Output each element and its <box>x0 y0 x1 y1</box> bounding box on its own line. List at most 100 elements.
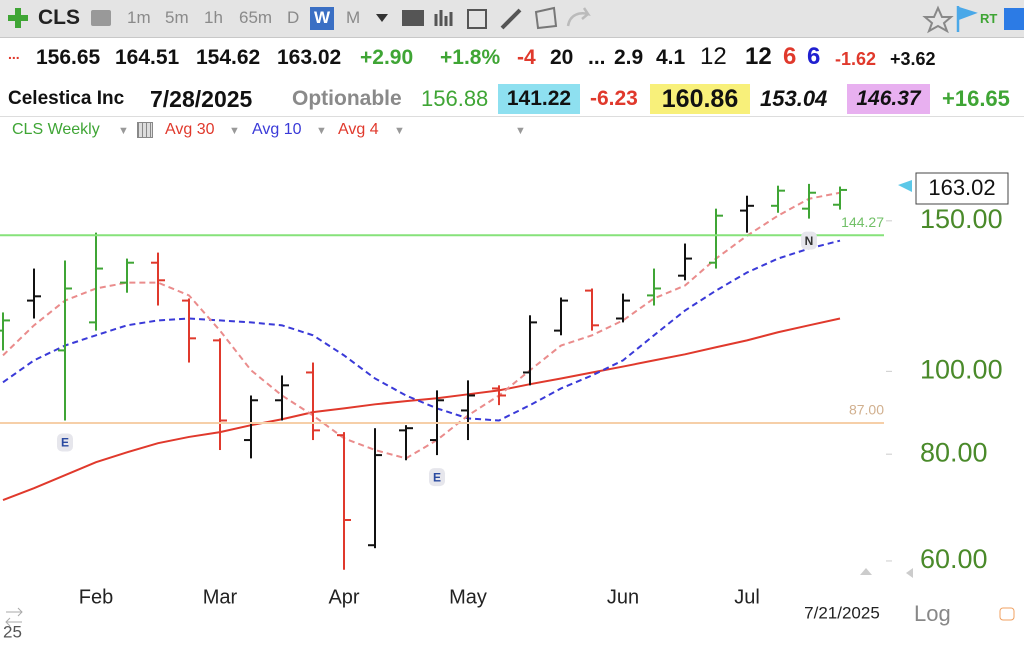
dropdown[interactable]: ▼ <box>394 125 405 137</box>
star-icon[interactable] <box>922 5 954 34</box>
ohlc-bar <box>399 425 413 461</box>
camera-icon[interactable] <box>91 10 111 26</box>
quote-field: 6 <box>783 43 797 70</box>
event-label: E <box>433 470 441 484</box>
interval[interactable]: 5m <box>165 8 189 27</box>
interval[interactable]: 1m <box>127 8 151 27</box>
pencil-icon[interactable] <box>500 8 522 30</box>
dropdown[interactable]: ▼ <box>515 125 526 137</box>
quote-field: ... <box>588 46 606 69</box>
x-tick-label: May <box>449 586 487 608</box>
company-name: Celestica Inc <box>8 88 125 109</box>
quote-field: -4 <box>517 46 536 69</box>
ohlc-bar <box>0 312 10 351</box>
price-tag: 163.02 <box>928 175 995 200</box>
ohlc-bar <box>616 293 630 323</box>
text-icon[interactable] <box>402 10 424 26</box>
ohlc-bar <box>244 395 258 459</box>
ohlc-bar <box>647 268 661 306</box>
interval[interactable]: D <box>287 8 300 27</box>
quote-field: 12 <box>745 43 772 70</box>
note-icon[interactable] <box>534 6 558 30</box>
date: 7/28/2025 <box>150 86 253 112</box>
moving-average <box>2 317 841 501</box>
toolbar-icons <box>8 5 1024 34</box>
bars-icon[interactable] <box>434 10 453 26</box>
ohlc-bar <box>554 297 568 336</box>
add-icon[interactable] <box>8 8 28 28</box>
high: 164.51 <box>115 46 180 69</box>
ohlc-bar <box>306 362 320 441</box>
legend-entry[interactable]: Avg 10 <box>252 121 302 138</box>
interval[interactable]: M <box>346 8 361 27</box>
scroll-up[interactable] <box>860 568 872 575</box>
interval[interactable]: 65m <box>239 8 273 27</box>
quote-row: Celestica Inc 7/28/2025 Optionable 156.8… <box>0 78 1024 117</box>
quote-field: 2.9 <box>614 46 644 69</box>
corner-label: 25 <box>3 622 22 641</box>
dropdown[interactable]: ▼ <box>316 125 327 137</box>
toolbar: CLS 1m 5m 1h 65m D W M RT <box>0 0 1024 38</box>
price-tag-box <box>915 172 1009 205</box>
ohlc-bar <box>182 298 196 363</box>
level-label: 144.27 <box>841 214 884 230</box>
y-tick-label: 80.00 <box>920 437 988 467</box>
x-tick-label: Feb <box>79 586 113 608</box>
flag-icon[interactable] <box>956 6 978 32</box>
event-label: N <box>805 234 814 248</box>
dropdown[interactable]: ▼ <box>118 125 129 137</box>
ohlc-bar <box>740 195 754 233</box>
low: 154.62 <box>196 46 261 69</box>
scroll-icon[interactable] <box>5 607 23 627</box>
quote-field: 20 <box>550 46 574 69</box>
ohlc-bar <box>461 380 475 441</box>
quote-field: 146.37 <box>847 84 930 114</box>
level-label: 87.00 <box>849 402 884 418</box>
grid-icon[interactable] <box>137 122 153 138</box>
ohlc-bar <box>368 428 382 549</box>
active-interval <box>310 7 334 30</box>
moving-average <box>2 191 841 460</box>
quote-field: 4.1 <box>656 46 686 69</box>
ohlc-bar <box>58 260 72 421</box>
legend-entry[interactable]: Avg 4 <box>338 121 379 138</box>
legend: CLS Weekly ▼ Avg 30 ▼ Avg 10 ▼ Avg 4 ▼ ▼ <box>0 117 1024 145</box>
interval[interactable]: W <box>314 8 331 27</box>
dropdown[interactable]: ▼ <box>229 125 240 137</box>
quote-field: +3.62 <box>890 49 936 69</box>
event-badge <box>801 231 817 250</box>
price-arrow <box>898 180 912 192</box>
event-label: E <box>61 436 69 450</box>
quote-field: 156.88 <box>421 86 489 111</box>
dropdown[interactable] <box>376 14 388 22</box>
quote-field: 141.22 <box>498 84 580 114</box>
ohlc-bar <box>275 375 289 421</box>
y-tick-label: 100.00 <box>920 354 1003 384</box>
ohlc-bar <box>492 385 506 406</box>
ohlc-bar <box>523 315 537 386</box>
ohlc-bar <box>771 185 785 213</box>
scroll-left[interactable] <box>906 568 913 578</box>
ohlc-bar <box>802 183 816 219</box>
settings-icon[interactable] <box>999 607 1015 621</box>
change-pct: +1.8% <box>440 46 501 69</box>
realtime[interactable]: RT <box>980 11 998 26</box>
y-tick-label: 150.00 <box>920 204 1003 234</box>
interval[interactable]: 1h <box>204 8 223 27</box>
legend-entry[interactable]: Avg 30 <box>165 121 215 138</box>
share-icon[interactable] <box>566 7 591 27</box>
ohlc-bar <box>337 432 351 570</box>
quote-field: ... <box>8 46 20 62</box>
ohlc-bar <box>120 258 134 293</box>
quote-field: +16.65 <box>942 86 1010 111</box>
table-icon[interactable] <box>467 9 487 29</box>
symbol[interactable]: CLS <box>38 6 80 29</box>
optionable: Optionable <box>292 87 402 110</box>
quote-field: 12 <box>700 43 727 70</box>
legend-entry[interactable]: CLS Weekly <box>12 121 100 138</box>
scan-button[interactable] <box>1004 8 1024 30</box>
ohlc-bar <box>709 208 723 269</box>
open: 156.65 <box>36 46 101 69</box>
